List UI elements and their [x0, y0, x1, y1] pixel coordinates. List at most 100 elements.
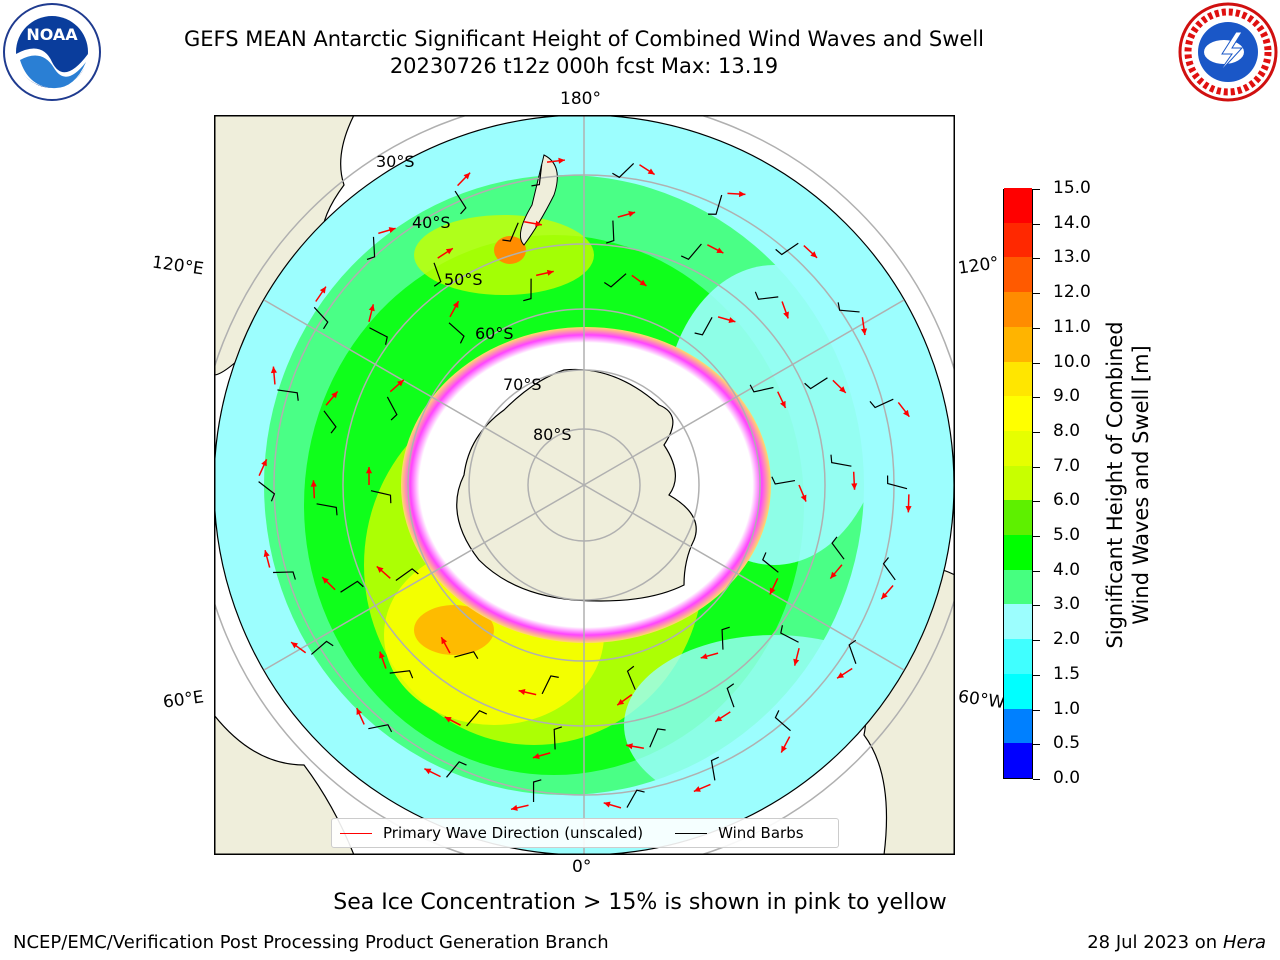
- wave-band-10m: [414, 605, 494, 655]
- wave-arrow-head: [263, 550, 270, 558]
- colorbar-tick: [1033, 501, 1040, 503]
- wind-barb: [323, 410, 337, 434]
- wind-barb: [774, 710, 791, 732]
- colorbar-segment: [1004, 396, 1032, 431]
- colorbar-tick-label: 11.0: [1053, 316, 1091, 337]
- colorbar-tick-label: 0.0: [1053, 768, 1081, 788]
- wind-barb: [386, 396, 398, 421]
- colorbar-tick-label: 8.0: [1053, 420, 1081, 441]
- wave-arrow-head: [810, 251, 818, 258]
- colorbar-tick: [1033, 709, 1040, 711]
- footer-date: 28 Jul 2023 on Hera: [1087, 932, 1266, 953]
- wind-barb: [848, 639, 857, 664]
- colorbar-tick-label: 6.0: [1053, 490, 1081, 511]
- polar-map: [214, 115, 955, 855]
- wave-arrow-head: [715, 715, 723, 722]
- colorbar-segment: [1004, 639, 1032, 674]
- map-legend: Primary Wave Direction (unscaled) Wind B…: [331, 818, 839, 848]
- wave-arrow-head: [837, 672, 845, 679]
- wave-direction-arrows: [258, 157, 912, 811]
- lon-label-180: 180°: [560, 89, 601, 109]
- land-antarctica: [456, 368, 697, 602]
- wave-arrow-head: [903, 409, 910, 417]
- colorbar-tick: [1033, 362, 1040, 364]
- wind-barb: [754, 291, 779, 300]
- wave-arrow-head: [626, 743, 633, 750]
- wind-barb: [771, 476, 796, 485]
- sea-ice-note: Sea Ice Concentration > 15% is shown in …: [333, 890, 947, 915]
- wave-arrow-head: [783, 311, 789, 319]
- wave-arrow-head: [270, 366, 277, 374]
- footer-machine: Hera: [1222, 932, 1266, 953]
- footer-date-text: 28 Jul 2023 on: [1087, 932, 1223, 953]
- wave-arrow-head: [441, 637, 448, 645]
- lon-label-60e: 60°E: [161, 687, 206, 713]
- lat-label-40s: 40°S: [412, 213, 451, 232]
- wind-barb: [313, 306, 329, 330]
- colorbar-tick-label: 3.0: [1053, 594, 1081, 615]
- wind-barb: [649, 728, 666, 748]
- wave-arrow-head: [444, 716, 452, 723]
- colorbar-tick: [1033, 744, 1040, 746]
- wave-arrow-head: [368, 304, 375, 312]
- wind-barb: [762, 552, 779, 573]
- colorbar-segment: [1004, 361, 1032, 397]
- wind-barb: [780, 625, 799, 643]
- wind-barb: [446, 761, 467, 778]
- wind-barb: [502, 222, 519, 242]
- colorbar-tick: [1033, 605, 1040, 607]
- wave-arrow-head: [558, 157, 565, 164]
- colorbar-tick: [1033, 674, 1040, 676]
- colorbar-tick: [1033, 397, 1040, 399]
- wave-arrow-head: [647, 168, 655, 175]
- wave-arrow-head: [639, 279, 647, 286]
- wave-band-peak: [494, 236, 526, 264]
- legend-wind-line: [675, 832, 708, 834]
- wave-arrow-head: [716, 247, 724, 254]
- colorbar-tick: [1033, 640, 1040, 642]
- wave-arrow-head: [546, 269, 554, 276]
- wind-barb: [448, 322, 465, 344]
- wave-arrow-head: [738, 191, 746, 198]
- wind-barb: [366, 236, 376, 260]
- colorbar-tick-label: 1.0: [1053, 698, 1081, 719]
- colorbar-tick-label: 1.5: [1053, 663, 1081, 684]
- wind-barb: [749, 384, 774, 393]
- colorbar-tick: [1033, 779, 1040, 780]
- wave-arrow-head: [535, 220, 542, 227]
- wind-barb: [311, 640, 334, 655]
- wind-barb: [882, 557, 896, 581]
- wind-barb: [775, 242, 799, 256]
- colorbar-tick-label: 0.5: [1053, 733, 1081, 754]
- colorbar-tick-label: 9.0: [1053, 386, 1081, 407]
- wave-arrow-head: [310, 480, 317, 487]
- wave-arrow-head: [379, 651, 385, 659]
- wave-arrow-head: [518, 689, 526, 695]
- wave-arrow-head: [861, 328, 868, 336]
- wave-arrow-head: [261, 459, 267, 467]
- colorbar-segment: [1004, 569, 1032, 605]
- wind-barb: [370, 490, 392, 504]
- colorbar-segment: [1004, 604, 1032, 640]
- wave-arrow-head: [905, 505, 912, 513]
- wave-arrow-head: [839, 386, 846, 393]
- lat-label-70s: 70°S: [503, 375, 542, 394]
- colorbar-segment: [1004, 257, 1032, 293]
- noaa-logo-icon: NOAA: [3, 3, 101, 101]
- colorbar-tick-label: 10.0: [1053, 351, 1091, 372]
- colorbar: [1003, 188, 1033, 779]
- wind-barb: [606, 220, 615, 244]
- lon-label-0: 0°: [572, 857, 592, 877]
- wave-arrow-head: [291, 642, 298, 649]
- wave-arrow-head: [780, 400, 786, 408]
- wind-barb: [532, 779, 542, 802]
- footer-org: NCEP/EMC/Verification Post Processing Pr…: [13, 932, 609, 953]
- colorbar-segment: [1004, 430, 1032, 466]
- wind-barb: [830, 454, 852, 467]
- colorbar-segment: [1004, 673, 1032, 709]
- wind-barb: [626, 665, 636, 690]
- wave-arrow-head: [319, 286, 326, 294]
- wind-barb: [454, 651, 479, 659]
- colorbar-tick: [1033, 466, 1040, 468]
- wave-arrow-head: [693, 786, 701, 792]
